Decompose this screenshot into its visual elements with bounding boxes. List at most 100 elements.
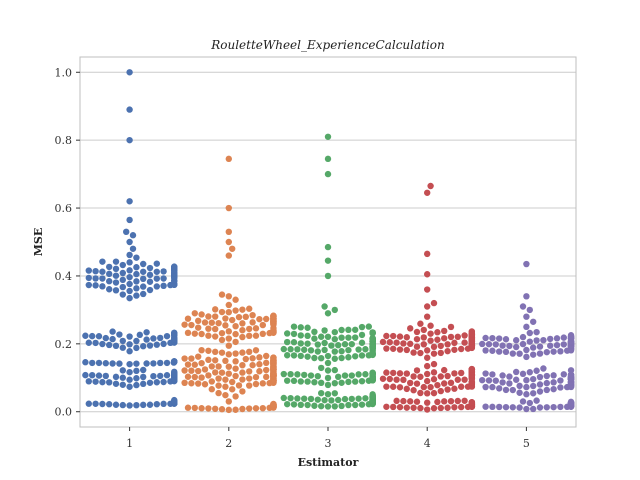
data-point-estimator-2 — [188, 380, 195, 387]
data-point-estimator-1 — [112, 373, 120, 381]
data-point-estimator-4 — [458, 383, 465, 390]
data-point-estimator-5 — [560, 341, 567, 348]
data-point-estimator-5 — [482, 370, 489, 377]
data-point-estimator-2 — [270, 400, 277, 408]
data-point-estimator-2 — [212, 325, 219, 333]
data-point-estimator-1 — [99, 275, 106, 282]
data-point-estimator-2 — [222, 322, 229, 329]
data-point-estimator-4 — [413, 343, 421, 350]
data-point-estimator-4 — [407, 325, 414, 332]
data-point-estimator-2 — [232, 372, 239, 380]
data-point-estimator-2 — [208, 386, 215, 393]
data-point-estimator-1 — [163, 332, 171, 340]
data-point-estimator-1 — [89, 359, 96, 367]
data-point-estimator-4 — [427, 330, 434, 337]
data-point-estimator-3 — [287, 346, 294, 353]
data-point-estimator-2 — [222, 376, 229, 383]
data-point-estimator-3 — [331, 336, 338, 343]
data-point-estimator-4 — [407, 398, 414, 405]
data-point-estimator-1 — [163, 359, 171, 367]
data-point-estimator-2 — [215, 382, 222, 389]
data-point-estimator-5 — [543, 372, 550, 380]
x-tick-label: 4 — [424, 437, 431, 450]
data-point-estimator-2 — [222, 391, 229, 399]
data-point-estimator-4 — [413, 398, 421, 405]
data-point-estimator-2 — [249, 361, 256, 369]
data-point-estimator-1 — [82, 359, 89, 366]
data-point-estimator-2 — [252, 373, 260, 381]
data-point-estimator-4 — [390, 383, 397, 390]
data-point-estimator-1 — [140, 380, 147, 388]
data-point-estimator-3 — [331, 379, 338, 387]
data-point-estimator-1 — [133, 285, 140, 292]
data-point-estimator-3 — [355, 346, 362, 353]
data-point-estimator-4 — [403, 385, 410, 393]
data-point-estimator-5 — [533, 328, 540, 336]
data-points — [82, 69, 575, 414]
data-point-estimator-2 — [212, 357, 219, 364]
data-point-estimator-5 — [523, 323, 530, 331]
data-point-estimator-3 — [294, 346, 301, 353]
data-point-estimator-4 — [420, 326, 427, 334]
data-point-estimator-2 — [239, 320, 246, 327]
data-point-estimator-3 — [345, 346, 352, 354]
data-point-estimator-1 — [85, 339, 93, 346]
data-point-estimator-1 — [92, 267, 99, 275]
data-point-estimator-3 — [304, 353, 311, 360]
data-point-estimator-2 — [263, 315, 270, 323]
data-point-estimator-3 — [352, 401, 359, 409]
data-point-estimator-5 — [530, 405, 537, 413]
data-point-estimator-5 — [482, 347, 489, 354]
data-point-estimator-5 — [519, 333, 527, 341]
data-point-estimator-4 — [434, 336, 441, 343]
data-point-estimator-4 — [407, 379, 414, 387]
data-point-estimator-3 — [358, 377, 366, 385]
data-point-estimator-4 — [437, 349, 444, 357]
data-point-estimator-4 — [403, 404, 410, 411]
data-point-estimator-5 — [530, 318, 537, 325]
data-point-estimator-4 — [413, 367, 421, 374]
data-point-estimator-5 — [530, 390, 537, 397]
data-point-estimator-4 — [424, 362, 431, 370]
data-point-estimator-1 — [153, 341, 160, 348]
data-point-estimator-3 — [341, 341, 349, 348]
data-point-estimator-3 — [314, 372, 321, 380]
data-point-estimator-4 — [407, 340, 414, 348]
data-point-estimator-3 — [311, 402, 318, 409]
data-point-estimator-1 — [126, 106, 133, 113]
data-point-estimator-2 — [263, 359, 270, 367]
data-point-estimator-3 — [314, 396, 321, 403]
data-point-estimator-4 — [417, 404, 424, 412]
data-point-estimator-2 — [198, 330, 205, 338]
data-point-estimator-3 — [318, 333, 325, 340]
data-point-estimator-3 — [335, 396, 342, 404]
data-point-estimator-1 — [119, 367, 127, 374]
data-point-estimator-5 — [526, 338, 533, 345]
data-point-estimator-1 — [112, 342, 120, 349]
data-point-estimator-3 — [324, 170, 332, 178]
data-point-estimator-1 — [133, 367, 140, 375]
data-point-estimator-3 — [311, 328, 318, 336]
x-axis-ticks: 1 2 3 4 5 — [126, 427, 530, 450]
data-point-estimator-4 — [424, 406, 431, 413]
data-point-estimator-5 — [543, 404, 550, 411]
data-point-estimator-2 — [225, 293, 232, 300]
data-point-estimator-5 — [523, 260, 530, 268]
data-point-estimator-1 — [150, 335, 157, 342]
data-point-estimator-2 — [225, 398, 232, 405]
data-point-estimator-2 — [225, 363, 232, 370]
data-point-estimator-4 — [430, 350, 438, 357]
data-point-estimator-5 — [513, 376, 520, 383]
data-point-estimator-1 — [133, 375, 140, 382]
data-point-estimator-5 — [489, 403, 496, 411]
data-point-estimator-1 — [140, 290, 147, 298]
y-axis-label: MSE — [32, 228, 45, 257]
data-point-estimator-4 — [427, 182, 434, 190]
data-point-estimator-5 — [502, 403, 510, 411]
data-point-estimator-3 — [301, 371, 308, 379]
data-point-estimator-4 — [403, 346, 410, 354]
data-point-estimator-5 — [519, 340, 527, 348]
data-point-estimator-2 — [252, 380, 260, 388]
data-point-estimator-5 — [523, 346, 530, 354]
data-point-estimator-3 — [318, 389, 325, 397]
